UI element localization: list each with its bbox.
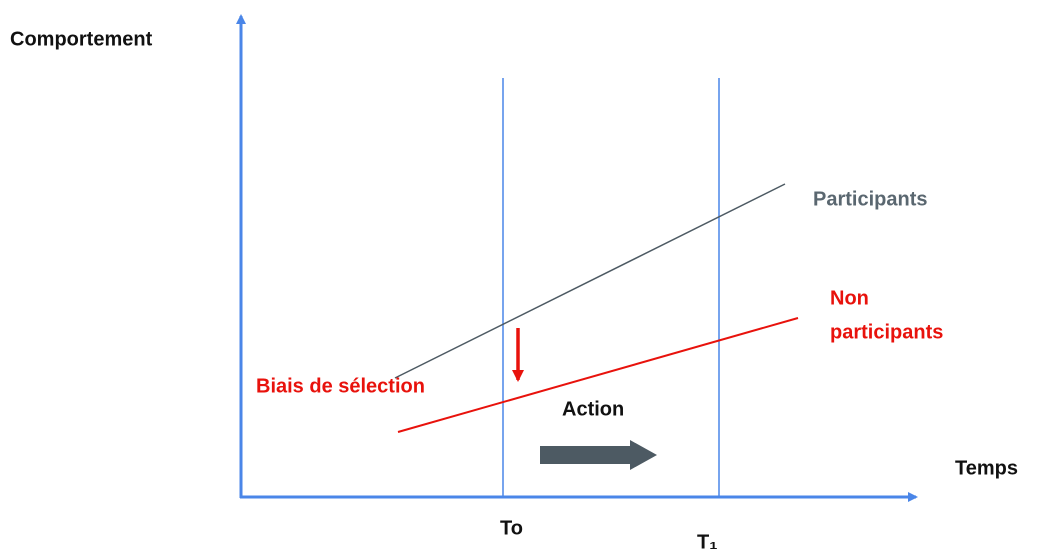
non-participants-line <box>397 317 799 433</box>
y-axis-label: Comportement <box>10 28 153 50</box>
bias-label: Biais de sélection <box>256 375 425 397</box>
t1-label: T₁ <box>697 531 718 551</box>
non-participants-label: participants <box>830 321 943 343</box>
non-participants-label: Non <box>830 287 869 309</box>
participants-label: Participants <box>813 188 927 210</box>
action-label: Action <box>562 398 624 420</box>
participants-line <box>394 183 786 379</box>
t0-label: To <box>500 517 523 539</box>
x-axis-label: Temps <box>955 457 1018 479</box>
action-arrow <box>540 440 657 470</box>
